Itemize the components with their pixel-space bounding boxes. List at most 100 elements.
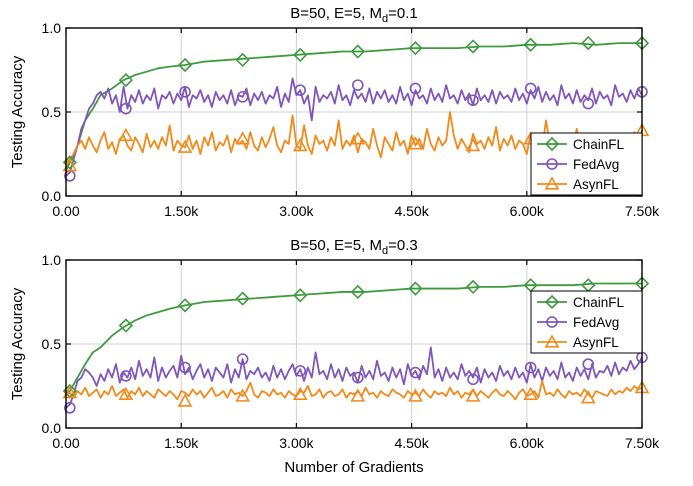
legend-label-fedavg: FedAvg <box>573 157 619 172</box>
y-tick-label-0: 0.0 <box>42 188 62 204</box>
marker-fedavg-2 <box>179 86 191 98</box>
x-tick-label-1: 1.50k <box>164 203 199 219</box>
panel-title-1: B=50, E=5, Md=0.1 <box>290 5 417 25</box>
marker-fedavg-5 <box>352 79 364 91</box>
y-tick-label-1: 0.5 <box>42 336 62 352</box>
marker-fedavg-3 <box>236 91 249 103</box>
marker-asynfl-4 <box>292 137 308 152</box>
marker-asynfl-2 <box>177 393 193 407</box>
x-tick-label-3: 4.50k <box>394 435 429 451</box>
marker-fedavg-2 <box>179 361 191 374</box>
marker-asynfl-7 <box>465 388 481 402</box>
legend-marker-asynfl <box>544 176 560 190</box>
marker-chainfl-5 <box>350 284 365 300</box>
marker-chainfl-7 <box>465 39 481 54</box>
marker-chainfl-1 <box>118 72 134 88</box>
x-axis-label: Number of Gradients <box>284 459 423 476</box>
y-tick-label-0: 0.0 <box>42 420 62 436</box>
marker-fedavg-1 <box>120 102 132 115</box>
marker-chainfl-4 <box>293 47 308 63</box>
x-tick-label-2: 3.00k <box>279 203 314 219</box>
marker-chainfl-9 <box>581 35 596 51</box>
marker-chainfl-5 <box>350 44 365 59</box>
marker-fedavg-4 <box>294 84 307 96</box>
marker-asynfl-0 <box>62 158 78 172</box>
series-line-chainfl <box>65 42 642 172</box>
marker-asynfl-5 <box>350 388 366 402</box>
marker-asynfl-3 <box>235 131 250 145</box>
y-tick-label-2: 1.0 <box>42 252 62 268</box>
series-line-asynfl <box>65 111 643 164</box>
y-axis-label: Testing Accuracy <box>9 55 26 168</box>
legend-label-asynfl: AsynFL <box>573 335 619 350</box>
x-tick-label-4: 6.00k <box>510 203 545 219</box>
title-tail: =0.3 <box>388 237 418 254</box>
marker-chainfl-6 <box>408 281 423 296</box>
title-main: B=50, E=5, M <box>290 5 382 22</box>
marker-asynfl-4 <box>292 386 308 401</box>
marker-asynfl-1 <box>118 386 134 401</box>
title-subscript: d <box>382 245 388 257</box>
marker-asynfl-9 <box>580 390 596 404</box>
x-tick-label-3: 4.50k <box>394 203 429 219</box>
x-tick-label-2: 3.00k <box>279 435 314 451</box>
marker-chainfl-1 <box>118 318 134 333</box>
marker-fedavg-8 <box>524 82 537 95</box>
y-tick-label-2: 1.0 <box>42 20 62 36</box>
title-subscript: d <box>382 13 388 25</box>
marker-asynfl-0 <box>62 385 78 399</box>
x-tick-label-0: 0.00 <box>52 203 79 219</box>
series-line-fedavg <box>65 346 643 409</box>
marker-fedavg-9 <box>582 97 595 110</box>
marker-chainfl-2 <box>177 57 193 73</box>
legend-marker-fedavg <box>546 316 558 328</box>
marker-asynfl-2 <box>177 139 193 153</box>
marker-fedavg-7 <box>467 94 479 107</box>
panel-title-2: B=50, E=5, Md=0.3 <box>290 237 417 257</box>
marker-asynfl-3 <box>235 388 250 402</box>
marker-fedavg-0 <box>64 402 76 414</box>
x-tick-label-5: 7.50k <box>625 435 660 451</box>
series-line-asynfl <box>65 380 643 401</box>
legend-label-fedavg: FedAvg <box>573 315 619 330</box>
marker-asynfl-6 <box>408 388 423 402</box>
panel-2: 0.00 1.50k 3.00k 4.50k 6.00k 7.50k 0.0 0.5 1.0 B=… <box>9 237 660 476</box>
panel-1: 0.00 1.50k 3.00k 4.50k 6.00k 7.50k 0.0 0.5 1.0 B=… <box>9 5 660 219</box>
marker-asynfl-7 <box>465 137 481 152</box>
marker-fedavg-6 <box>409 82 422 95</box>
x-tick-label-1: 1.50k <box>164 435 199 451</box>
marker-chainfl-6 <box>408 41 423 56</box>
legend-marker-asynfl <box>544 334 560 348</box>
legend-marker-fedavg <box>546 158 558 170</box>
marker-asynfl-5 <box>350 131 366 145</box>
marker-chainfl-7 <box>465 279 481 295</box>
marker-fedavg-4 <box>294 365 307 377</box>
marker-fedavg-9 <box>582 358 595 370</box>
x-tick-label-0: 0.00 <box>52 435 79 451</box>
legend-marker-chainfl <box>544 136 560 152</box>
marker-fedavg-7 <box>467 373 479 386</box>
marker-asynfl-1 <box>118 127 134 142</box>
legend-label-chainfl: ChainFL <box>573 137 625 152</box>
x-tick-label-5: 7.50k <box>625 203 660 219</box>
marker-fedavg-3 <box>236 353 249 365</box>
marker-fedavg-5 <box>352 371 364 384</box>
legend-marker-chainfl <box>544 294 560 310</box>
marker-asynfl-6 <box>408 136 423 150</box>
title-main: B=50, E=5, M <box>290 237 382 254</box>
marker-chainfl-2 <box>177 298 193 313</box>
y-axis-label: Testing Accuracy <box>9 287 26 400</box>
marker-fedavg-6 <box>409 366 422 379</box>
title-tail: =0.1 <box>388 5 418 22</box>
series-line-fedavg <box>65 77 643 177</box>
marker-asynfl-8 <box>523 386 538 401</box>
x-tick-label-4: 6.00k <box>510 435 545 451</box>
marker-chainfl-3 <box>235 52 250 68</box>
marker-fedavg-1 <box>120 370 132 382</box>
legend-label-asynfl: AsynFL <box>573 177 619 192</box>
marker-chainfl-3 <box>235 291 250 306</box>
y-tick-label-1: 0.5 <box>42 104 62 120</box>
marker-chainfl-4 <box>293 288 308 303</box>
